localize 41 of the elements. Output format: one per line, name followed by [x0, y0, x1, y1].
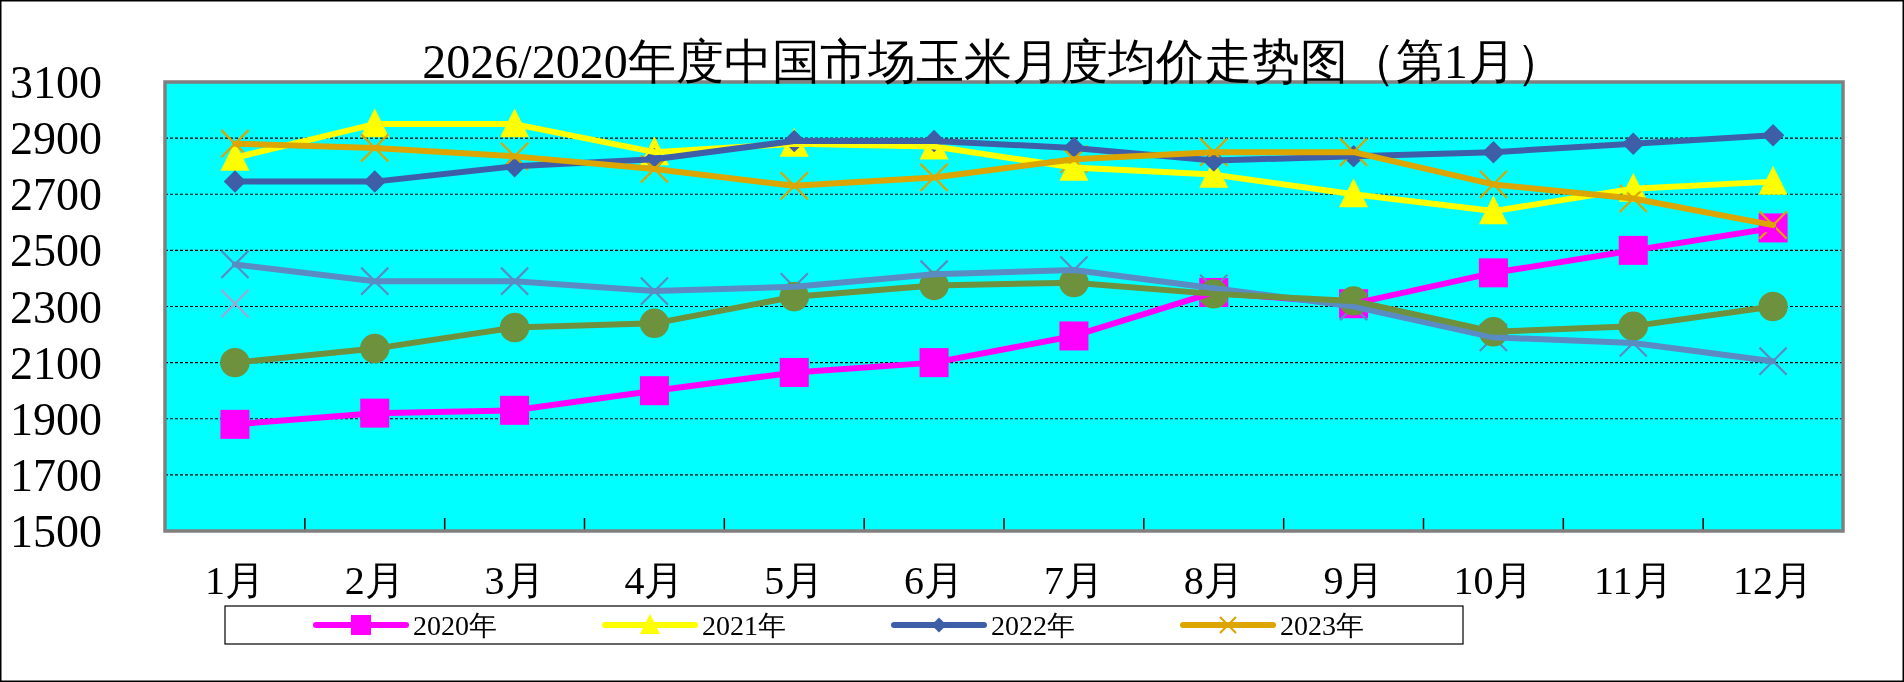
point [1199, 137, 1229, 167]
x-tick-label: 1月 [204, 558, 265, 603]
x-tick-label: 9月 [1323, 558, 1384, 603]
point [499, 266, 530, 296]
legend-label: 2022年 [991, 610, 1075, 641]
y-tick-label: 3100 [10, 57, 102, 108]
point [1618, 183, 1648, 214]
point [360, 266, 390, 296]
point [1758, 346, 1788, 376]
x-tick-label: 11月 [1593, 558, 1673, 603]
point [360, 133, 390, 163]
y-tick-label: 1700 [10, 449, 102, 501]
chart-title: 2026/2020年度中国市场玉米月度均价走势图（第1月） [422, 35, 1564, 88]
y-tick-label: 2100 [10, 337, 102, 389]
x-tick-label: 5月 [764, 558, 825, 603]
point [1478, 169, 1509, 200]
legend-label: 2020年 [413, 610, 497, 641]
point [639, 154, 670, 184]
point [779, 171, 809, 201]
legend-label: 2021年 [702, 610, 786, 641]
x-tick-label: 6月 [904, 558, 965, 603]
point [919, 162, 949, 193]
x-tick-label: 7月 [1043, 558, 1104, 603]
y-tick-label: 2700 [10, 169, 102, 221]
point [220, 249, 250, 280]
y-tick-label: 1900 [10, 393, 102, 445]
x-tick-label: 10月 [1453, 558, 1534, 603]
y-tick-label: 1500 [10, 506, 102, 557]
y-tick-label: 2500 [10, 225, 102, 277]
x-tick-label: 12月 [1733, 558, 1814, 603]
x-tick-label: 2月 [344, 558, 405, 603]
x-tick-label: 4月 [624, 558, 685, 603]
point [1338, 137, 1369, 167]
legend-label: 2023年 [1280, 610, 1364, 641]
point [499, 141, 530, 172]
point [220, 129, 250, 159]
y-tick-label: 2900 [10, 113, 102, 165]
x-tick-label: 8月 [1183, 558, 1244, 603]
point [639, 276, 670, 306]
y-tick-label: 2300 [10, 281, 102, 333]
x-tick-label: 3月 [484, 558, 545, 603]
